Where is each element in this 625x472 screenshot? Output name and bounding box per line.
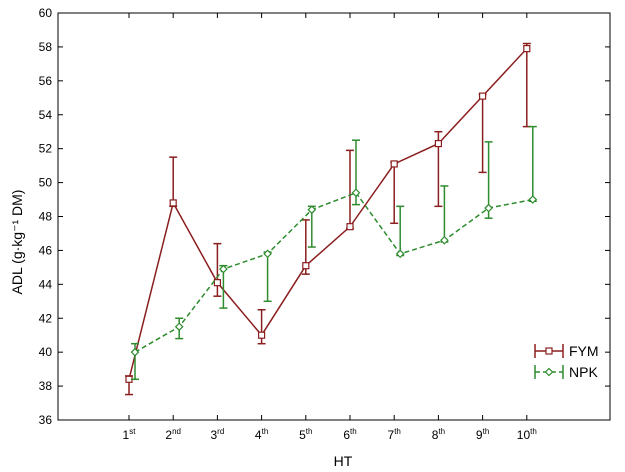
legend-marker (545, 347, 553, 355)
legend-label-npk: NPK (569, 364, 598, 380)
data-point (263, 249, 272, 259)
series-layer (125, 42, 538, 396)
x-axis-label: HT (334, 453, 353, 469)
x-tick-label: 2nd (165, 427, 181, 442)
x-tick-label: 4th (255, 427, 268, 442)
data-point (390, 160, 398, 168)
data-point (434, 139, 442, 148)
data-point (440, 235, 449, 245)
y-axis-label: ADL (g·kg⁻¹ DM) (9, 190, 25, 295)
y-tick-label: 54 (39, 108, 53, 122)
legend: FYM NPK (534, 343, 599, 380)
x-axis-ticks: 1st 2nd 3rd 4th 5th 6th 7th 8th 9th 10th (123, 13, 537, 442)
series-fym (125, 42, 531, 396)
data-point (258, 331, 266, 339)
series-line (128, 48, 528, 380)
y-tick-label: 48 (39, 210, 53, 224)
y-tick-label: 56 (39, 74, 53, 88)
x-tick-label: 10th (517, 427, 537, 442)
data-point (307, 205, 317, 215)
data-point (169, 199, 177, 207)
x-tick-label: 5th (299, 427, 312, 442)
y-tick-label: 44 (39, 277, 53, 291)
data-point (302, 262, 310, 270)
x-tick-label: 1st (123, 427, 137, 442)
series-line (134, 191, 533, 353)
legend-marker (544, 367, 554, 377)
x-tick-label: 9th (476, 427, 489, 442)
y-tick-label: 42 (39, 311, 53, 325)
data-point (528, 195, 538, 204)
y-tick-label: 40 (39, 345, 53, 359)
y-tick-label: 52 (39, 142, 53, 156)
x-tick-label: 6th (343, 427, 356, 442)
data-point (484, 203, 493, 213)
y-tick-label: 58 (39, 40, 53, 54)
y-axis-ticks: 36 38 40 42 44 46 48 50 52 54 56 58 60 (39, 6, 610, 427)
data-point (351, 188, 361, 198)
data-point (395, 249, 405, 259)
data-point (523, 45, 531, 53)
y-tick-label: 46 (39, 243, 53, 257)
x-tick-label: 8th (432, 427, 445, 442)
y-tick-label: 38 (39, 379, 53, 393)
y-tick-label: 60 (39, 6, 53, 20)
x-tick-label: 3rd (210, 427, 224, 442)
data-point (346, 223, 354, 231)
data-point (174, 322, 184, 332)
y-tick-label: 36 (39, 413, 53, 427)
data-point (213, 279, 221, 287)
x-tick-label: 7th (388, 427, 401, 442)
series-npk (130, 125, 538, 381)
y-tick-label: 50 (39, 176, 53, 190)
data-point (219, 264, 228, 274)
data-point (479, 92, 487, 100)
data-point (130, 347, 140, 357)
legend-label-fym: FYM (569, 343, 599, 359)
